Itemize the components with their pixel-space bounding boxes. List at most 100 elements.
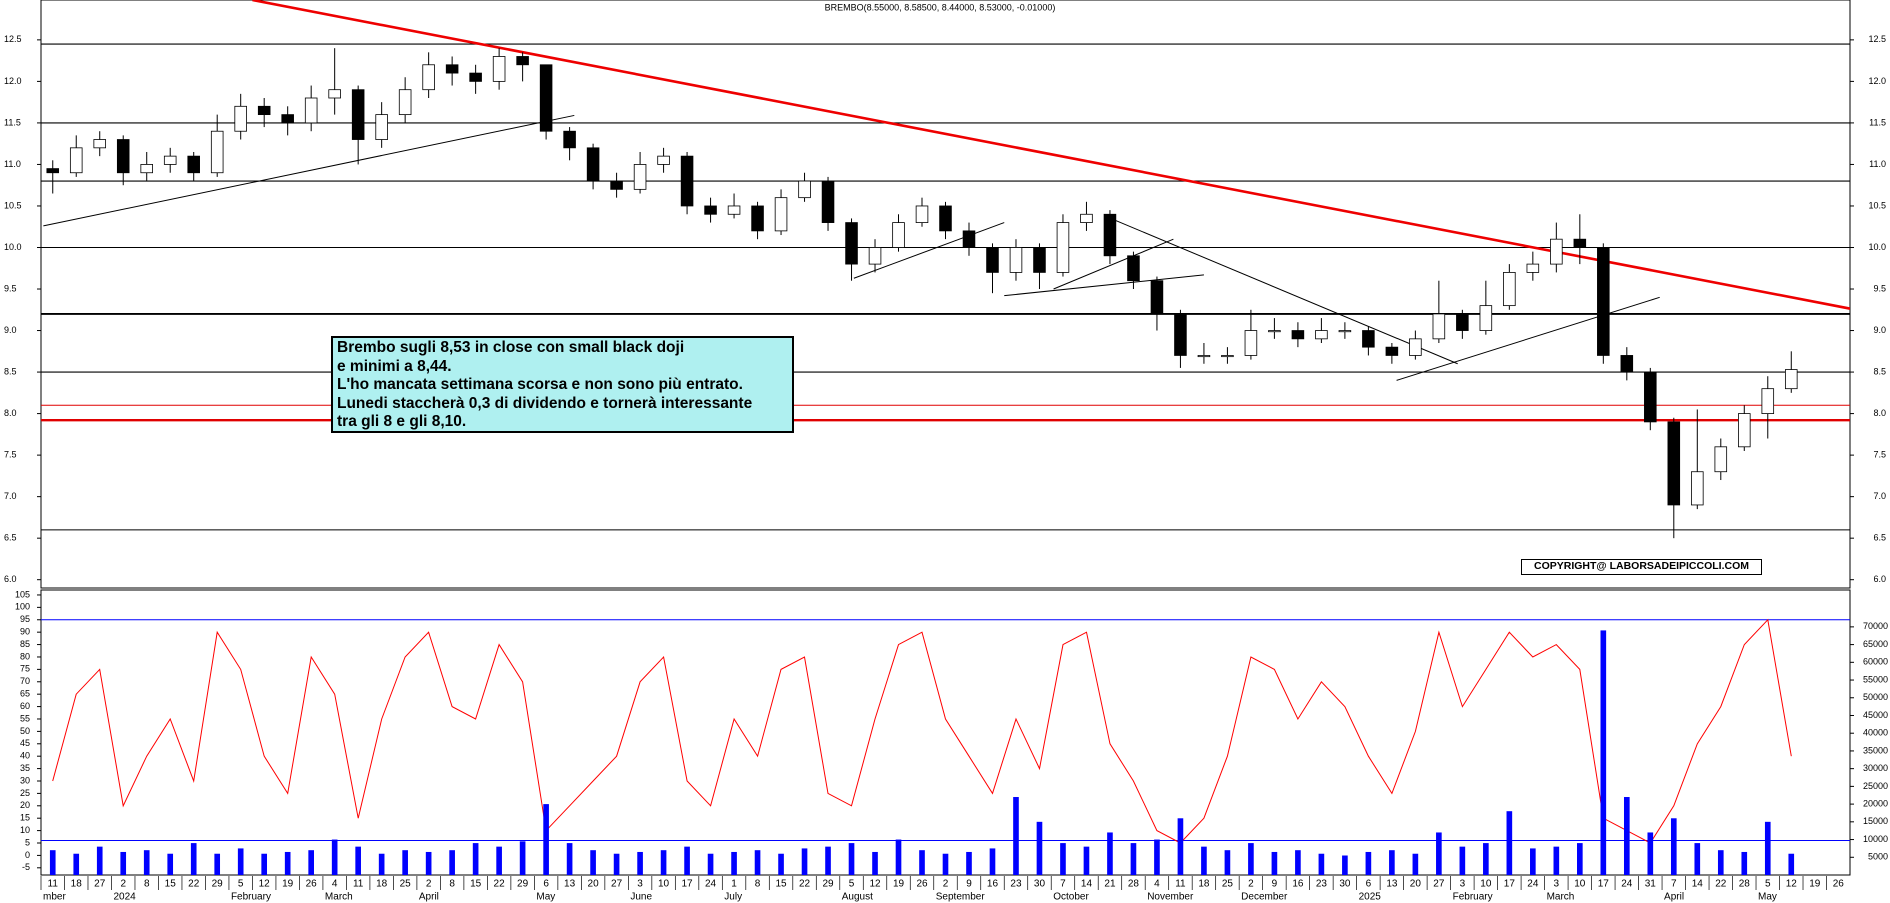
candle-body xyxy=(939,205,952,232)
candle-body xyxy=(1526,263,1540,273)
y-tick-label: 8.5 xyxy=(1873,366,1886,376)
volume-bar xyxy=(707,853,714,875)
x-tick-label: 24 xyxy=(1527,879,1539,890)
candle-body xyxy=(116,139,130,174)
volume-bar xyxy=(895,839,902,875)
y-tick-label: 95 xyxy=(20,614,30,624)
x-tick-label: 11 xyxy=(48,879,59,890)
volume-bar xyxy=(1577,843,1583,875)
y-tick-label: 5 xyxy=(25,837,30,847)
x-tick-label: 3 xyxy=(1554,879,1560,890)
x-tick-label: 10 xyxy=(1480,879,1492,890)
candle-body xyxy=(892,222,905,248)
x-tick-label: 8 xyxy=(449,879,455,890)
x-tick-label: 2 xyxy=(943,879,949,890)
volume-bar xyxy=(1600,630,1607,875)
chart-title: BREMBO(8.55000, 8.58500, 8.44000, 8.5300… xyxy=(825,2,1056,12)
y-tick-label: 12.5 xyxy=(1868,34,1886,44)
y-tick-label: 12.5 xyxy=(4,34,22,44)
y-tick-label: 7.0 xyxy=(4,491,17,501)
candle-body xyxy=(351,89,365,140)
y-tick-label: 11.5 xyxy=(4,117,21,127)
candle-body xyxy=(798,180,811,199)
y-tick-label: 80 xyxy=(20,651,30,661)
month-label: 2024 xyxy=(113,892,136,903)
volume-bar xyxy=(190,843,197,875)
x-tick-label: 29 xyxy=(822,879,834,890)
candle-body xyxy=(69,147,83,174)
volume-bar xyxy=(284,851,291,875)
annotation-line: L'ho mancata settimana scorsa e non sono… xyxy=(337,376,743,394)
volume-bar xyxy=(825,846,831,875)
x-tick-label: 24 xyxy=(705,879,717,890)
x-tick-label: 9 xyxy=(966,879,972,890)
x-tick-label: 15 xyxy=(470,879,482,890)
volume-bar xyxy=(1365,851,1372,875)
candle-body xyxy=(1644,371,1657,423)
candle-body xyxy=(1385,346,1399,356)
volume-bar xyxy=(1530,848,1536,875)
x-tick-label: 18 xyxy=(1198,879,1210,890)
candle-body xyxy=(1691,471,1704,506)
y-tick-label: 0 xyxy=(25,850,30,860)
candle-body xyxy=(1456,313,1469,331)
volume-bar xyxy=(1248,843,1254,875)
volume-bar xyxy=(942,853,949,875)
y-tick-label: 7.5 xyxy=(4,449,17,459)
month-label: April xyxy=(419,892,439,903)
y-tick-label: 30 xyxy=(20,775,30,785)
candle-body xyxy=(492,56,506,82)
candle-body xyxy=(1597,247,1610,356)
y-tick-label: 75 xyxy=(20,664,30,674)
candle-body xyxy=(1056,222,1070,273)
y2-tick-label: 15000 xyxy=(1863,816,1888,826)
candle-body xyxy=(774,197,788,232)
month-label: May xyxy=(536,892,555,903)
volume-bar xyxy=(425,851,432,875)
candle-body xyxy=(516,56,529,66)
candle-body xyxy=(1268,330,1281,333)
candle-body xyxy=(46,168,60,174)
x-tick-label: 16 xyxy=(1292,879,1304,890)
y-tick-label: 11.0 xyxy=(4,159,21,169)
x-tick-label: 30 xyxy=(1034,879,1046,890)
annotation-line: Brembo sugli 8,53 in close con small bla… xyxy=(337,339,685,356)
y-tick-label: 45 xyxy=(20,738,30,748)
x-tick-label: 17 xyxy=(1598,879,1610,890)
candle-body xyxy=(1362,330,1375,348)
candle-body xyxy=(704,205,717,215)
month-label: March xyxy=(1547,892,1575,903)
x-tick-label: 30 xyxy=(1339,879,1351,890)
candle-body xyxy=(1503,272,1516,307)
x-tick-label: 18 xyxy=(71,879,83,890)
volume-bar xyxy=(308,850,314,875)
volume-bar xyxy=(543,804,549,875)
x-tick-label: 22 xyxy=(1715,879,1727,890)
x-tick-label: 19 xyxy=(282,879,294,890)
x-tick-label: 14 xyxy=(1692,879,1704,890)
y-tick-label: 65 xyxy=(20,689,30,699)
volume-bar xyxy=(1436,832,1442,875)
volume-bar xyxy=(1459,846,1466,875)
volume-bar xyxy=(1788,853,1795,875)
x-tick-label: 10 xyxy=(658,879,670,890)
volume-bar xyxy=(1506,811,1513,875)
volume-bar xyxy=(120,851,127,875)
volume-bar xyxy=(449,850,455,875)
volume-bar xyxy=(1389,850,1395,875)
volume-bar xyxy=(1083,846,1090,875)
volume-bar xyxy=(1295,850,1301,875)
volume-bar xyxy=(378,853,385,875)
trendline xyxy=(43,114,575,227)
volume-bar xyxy=(143,850,150,875)
candle-body xyxy=(140,164,153,174)
y-tick-label: 9.5 xyxy=(4,283,17,293)
volume-bar xyxy=(73,853,80,875)
volume-bar xyxy=(1694,843,1701,875)
candle-body xyxy=(1221,355,1234,358)
candle-body xyxy=(1197,355,1211,358)
month-label: August xyxy=(842,892,873,903)
volume-bar xyxy=(1717,850,1724,875)
volume-bar xyxy=(848,843,855,875)
candle-body xyxy=(257,105,271,116)
